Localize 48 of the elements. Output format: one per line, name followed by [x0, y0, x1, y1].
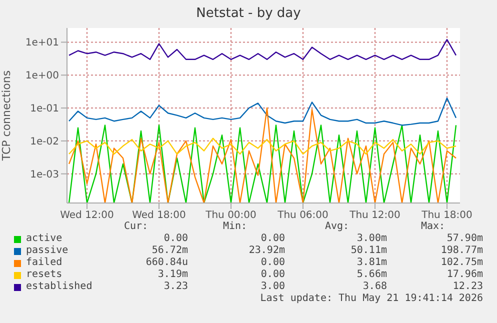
text: 23.92m [248, 245, 285, 256]
line-series [68, 124, 457, 203]
text: Avg: [325, 221, 350, 232]
text: 50.11m [350, 245, 387, 256]
text: 3.81m [356, 257, 387, 268]
text: Last update: Thu May 21 19:41:14 2026 [259, 293, 483, 304]
text: 0.00 [260, 257, 285, 268]
y-tick-label: 1e+01 [25, 38, 59, 49]
text: 3.00m [356, 233, 387, 244]
line-series [68, 38, 457, 60]
text: 0.00 [260, 233, 285, 244]
text: 3.23 [162, 281, 188, 292]
line-series [68, 98, 457, 126]
text: 102.75m [440, 257, 483, 268]
x-tick-label: Thu 12:00 [348, 210, 400, 222]
text: 0.00 [260, 269, 285, 280]
x-tick-label: Thu 00:00 [204, 210, 256, 222]
legend-label: active [26, 233, 62, 244]
text: Min: [223, 221, 248, 232]
y-tick-label: 1e-03 [30, 169, 59, 180]
text: 57.90m [446, 233, 483, 244]
y-tick-label: 1e+00 [25, 70, 59, 82]
x-tick-label: Wed 18:00 [132, 210, 186, 222]
legend-label: established [26, 281, 92, 292]
x-tick-label: Wed 12:00 [60, 210, 114, 222]
text: 198.77m [440, 245, 483, 256]
y-tick-label: 1e-01 [30, 104, 59, 115]
text: 0.00 [162, 233, 188, 244]
line-series [68, 107, 457, 203]
x-tick-label: Thu 06:00 [276, 210, 328, 222]
text: 660.84u [144, 257, 188, 268]
y-tick-label: 1e-02 [30, 136, 59, 148]
line-series [68, 138, 457, 155]
text: 3.68 [362, 281, 387, 292]
legend-label: resets [26, 269, 62, 280]
text: 17.96m [446, 269, 483, 280]
text: 3.00 [260, 281, 285, 292]
text: 5.66m [356, 269, 387, 280]
y-axis-title: TCP connections [0, 70, 13, 162]
text: 56.72m [150, 245, 188, 256]
legend-label: failed [26, 257, 62, 268]
text: 12.23 [452, 281, 483, 292]
text: Cur: [124, 221, 148, 232]
text: 3.19m [156, 269, 188, 280]
text: Max: [421, 221, 446, 232]
chart-title: Netstat - by day [195, 6, 302, 21]
legend-label: passive [26, 245, 68, 256]
x-tick-label: Thu 18:00 [420, 210, 472, 222]
